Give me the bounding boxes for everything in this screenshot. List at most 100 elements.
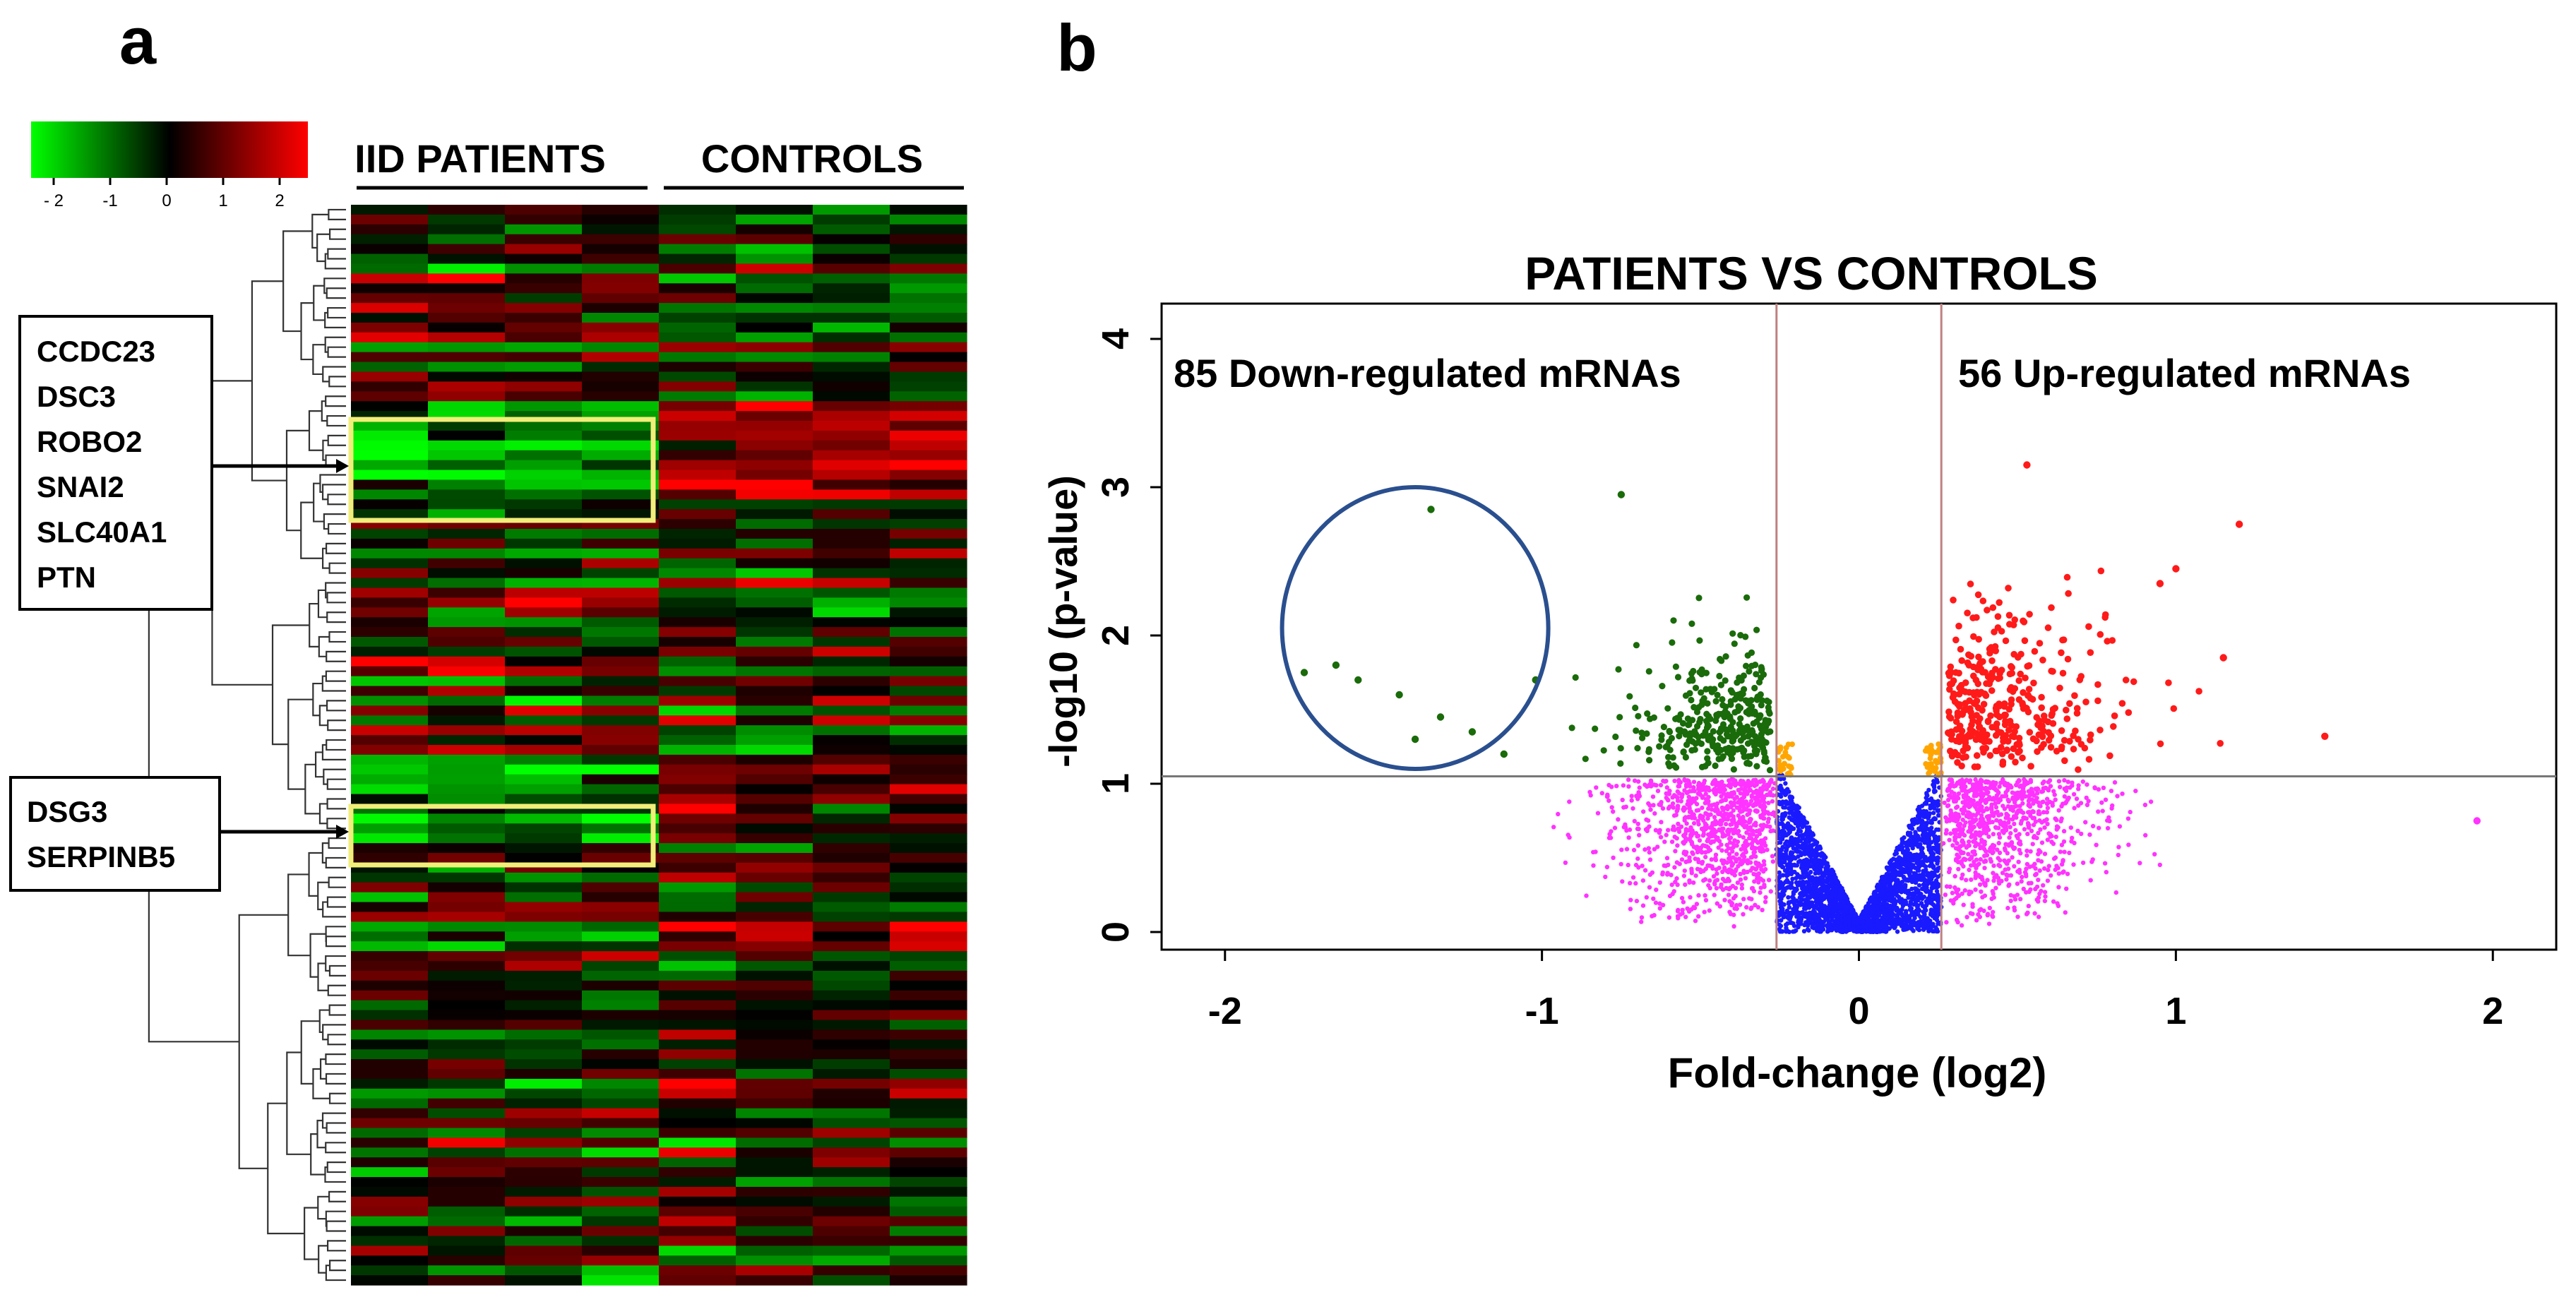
heatmap-cell [582,1108,660,1119]
heatmap-cell [428,263,506,274]
heatmap-cell [736,401,813,412]
heatmap-cell [890,735,967,746]
dendrogram-branch [325,856,346,868]
scatter-point [1829,868,1834,873]
heatmap-cell [890,656,967,667]
scatter-point [1777,800,1782,805]
scatter-point [1920,924,1925,928]
heatmap-cell [428,1275,506,1286]
dendrogram-branch [323,513,346,530]
heatmap-cell [890,489,967,500]
heatmap-cell [813,322,890,333]
heatmap-cell [351,253,429,265]
heatmap-cell [505,1186,583,1198]
heatmap-cell [736,342,813,353]
scatter-point [1961,902,1966,907]
scatter-point [1739,885,1745,891]
heatmap-cell [736,421,813,431]
colorbar-tick-label: -1 [102,191,117,210]
scatter-point [1764,787,1770,792]
heatmap-cell [813,843,890,854]
scatter-point [1820,860,1826,865]
scatter-point [1817,890,1822,895]
heatmap-cell [890,1078,967,1089]
scatter-point [1594,785,1599,790]
heatmap-cell [813,587,890,598]
heatmap-cell [505,843,583,854]
scatter-point [2115,794,2120,799]
heatmap-cell [736,568,813,579]
scatter-point [1584,893,1589,898]
scatter-point [2059,842,2065,847]
scatter-point [1925,820,1930,825]
heatmap-cell [505,1039,583,1050]
scatter-point [1734,843,1739,848]
heatmap-cell [428,715,506,726]
heatmap-cell [890,853,967,864]
heatmap-cell [505,342,583,353]
scatter-point [1722,897,1727,902]
scatter-point [1856,924,1861,929]
heatmap-cell [428,980,506,991]
scatter-point [1935,861,1940,866]
scatter-point [1728,885,1733,890]
heatmap-cell [813,332,890,343]
heatmap-cell [736,627,813,638]
heatmap-cell [736,1078,813,1089]
scatter-point [1973,870,1978,876]
heatmap-cell [736,1186,813,1198]
heatmap-cell [813,509,890,520]
heatmap-cell [428,587,506,598]
heatmap-cell [659,853,737,864]
heatmap-cell [582,421,660,431]
scatter-point [2062,777,2067,783]
scatter-point [2017,832,2022,837]
scatter-point [1700,794,1705,799]
scatter-point [2020,874,2025,880]
scatter-point [1814,853,1820,859]
heatmap-cell [582,479,660,490]
heatmap-cell [813,421,890,431]
scatter-point [2085,802,2090,808]
heatmap-cell [505,587,583,598]
heatmap-cell [351,980,429,991]
heatmap-cell [659,1010,737,1021]
scatter-point [2046,780,2051,784]
scatter-point [1783,799,1789,805]
heatmap-cell [659,823,737,834]
heatmap-cell [736,695,813,706]
heatmap-cell [428,1010,506,1021]
heatmap-cell [582,754,660,765]
heatmap-cell [659,813,737,824]
heatmap-cell [736,784,813,795]
heatmap-cell [736,205,813,215]
scatter-point [1895,918,1900,923]
scatter-point [1921,882,1926,888]
heatmap-cell [659,1186,737,1198]
heatmap-cell [890,470,967,481]
scatter-point [1741,912,1746,917]
scatter-point [1567,799,1572,804]
heatmap-cell [582,1029,660,1040]
heatmap-cell [351,1020,429,1030]
scatter-point [1869,895,1875,901]
heatmap-cell [428,214,506,225]
heatmap-cell [890,479,967,490]
heatmap-cell [736,1088,813,1099]
heatmap-cell [890,1255,967,1266]
heatmap-cell [659,646,737,657]
heatmap-cell [582,627,660,638]
gene-callout-2 [9,776,221,892]
heatmap-cell [428,460,506,471]
scatter-point [1926,871,1931,876]
heatmap-cell [659,735,737,746]
scatter-point [1967,804,1973,809]
heatmap-cell [351,784,429,795]
heatmap-cell [890,607,967,618]
heatmap-cell [659,1275,737,1286]
heatmap-cell [351,1049,429,1060]
heatmap-cell [659,371,737,382]
heatmap-cell [505,234,583,245]
scatter-point [1647,857,1653,862]
scatter-point [1806,825,1811,830]
